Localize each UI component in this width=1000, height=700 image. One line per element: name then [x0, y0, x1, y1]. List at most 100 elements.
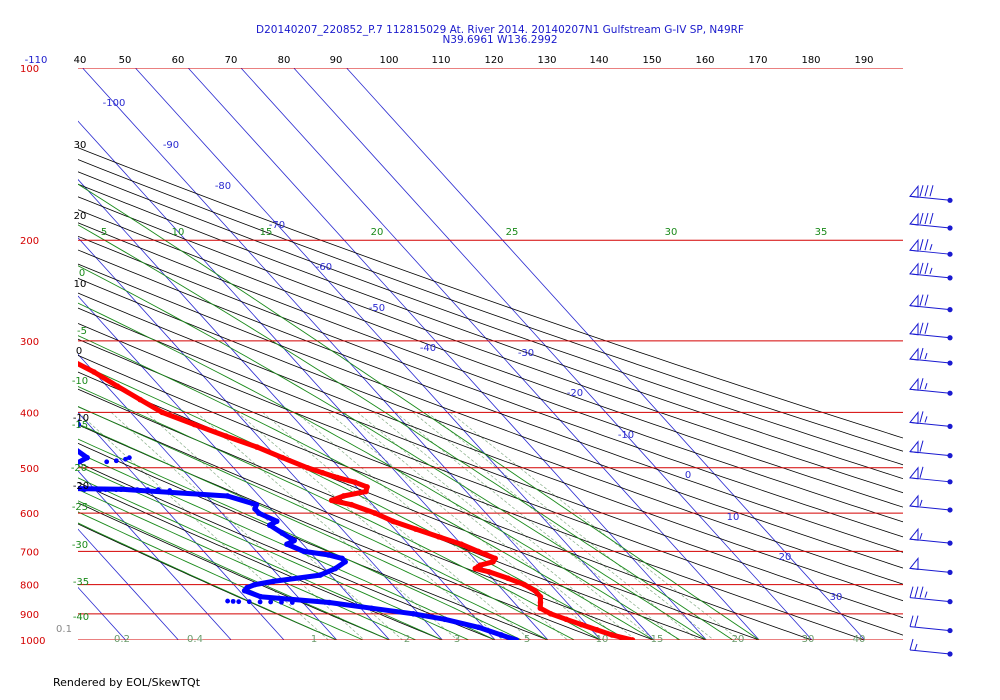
dewpoint-profile-point [69, 444, 75, 450]
isotherm-line [78, 412, 285, 640]
isotherm-line [78, 178, 496, 640]
wind-barb-full [909, 615, 914, 627]
wind-barb [909, 322, 953, 341]
pressure-label: 600 [20, 509, 39, 520]
temperature-profile-point [340, 493, 347, 499]
pressure-label: 400 [20, 408, 39, 419]
temperature-profile-point [334, 474, 341, 481]
wind-barb-station [947, 540, 953, 546]
footer-text: Rendered by EOL/SkewTQt [53, 676, 201, 689]
wind-barb [909, 184, 953, 203]
dry-adiabat-line [78, 442, 549, 640]
mixing-ratio-label: 10 [596, 634, 609, 645]
dewpoint-gap-point [236, 599, 242, 605]
wind-barb-flag [909, 410, 919, 424]
wind-barb-full [919, 212, 924, 225]
dewpoint-profile-point [410, 611, 417, 617]
dewpoint-profile-point [13, 470, 19, 476]
isotherm-label: -100 [103, 98, 126, 109]
wind-barb-half [929, 244, 933, 251]
top-axis-label: 180 [801, 55, 820, 66]
pressure-label: 800 [20, 581, 39, 592]
wind-barb-flag [909, 494, 919, 508]
dewpoint-gap-point [104, 459, 110, 465]
moist-adiabat-line [78, 465, 469, 640]
dewpoint-profile-point [48, 397, 54, 403]
wind-barb-full [924, 294, 929, 306]
wind-barb-flag [909, 347, 919, 361]
wind-barb-full [919, 586, 924, 598]
dry-adiabat-line [78, 388, 707, 640]
isotherm-line [135, 68, 654, 640]
top-axis-label: 190 [854, 55, 873, 66]
isotherm-line [78, 353, 338, 640]
dewpoint-profile-point [332, 565, 339, 572]
wind-barb-flag [909, 556, 919, 570]
temperature-profile-point [62, 354, 68, 360]
dewpoint-gap-point [49, 463, 54, 468]
temperature-profile-point [435, 533, 442, 540]
temperature-profile-point [505, 575, 511, 582]
moist-adiabat-line [78, 335, 654, 640]
dewpoint-profile-point [279, 530, 285, 536]
top-axis-label: -110 [25, 55, 48, 66]
dewpoint-gap-point [113, 458, 119, 464]
dry-adiabat-line [78, 209, 903, 508]
dry-adiabat-line [78, 424, 601, 640]
wind-barb-flag [909, 322, 919, 336]
moist-adiabat-line [78, 224, 734, 640]
dewpoint-profile-point [252, 506, 258, 512]
dry-adiabat-line [78, 481, 443, 640]
temperature-profile-point [363, 488, 369, 495]
top-axis-label: 140 [589, 55, 608, 66]
isotherm-label: -70 [269, 220, 285, 231]
temperature-profile-point [390, 518, 396, 525]
dewpoint-gap-point [268, 599, 274, 605]
isotherm-label: 0 [685, 470, 691, 481]
mixing-ratio-label: 0.2 [114, 634, 130, 645]
temperature-profile-point [475, 548, 482, 555]
wind-barb [909, 262, 953, 281]
mixing-ratio-line [427, 412, 715, 640]
mixing-ratio-label: 40 [853, 634, 866, 645]
moist-adiabat-line [78, 183, 760, 640]
temperature-profile-point [563, 616, 569, 623]
dewpoint-profile-point [441, 616, 448, 623]
temperature-profile-point [490, 559, 496, 565]
dewpoint-profile-point [291, 537, 297, 544]
temperature-profile-point [537, 605, 544, 612]
dewpoint-profile-point [118, 486, 124, 493]
isotherm-line [78, 237, 443, 640]
wind-barb [909, 347, 953, 366]
wind-barb-full [919, 466, 924, 478]
wind-barb [909, 440, 953, 459]
temperature-profile-point [91, 369, 97, 375]
wind-barb-full [924, 185, 929, 197]
mixing-ratio-line [196, 412, 458, 640]
wind-barb-full [919, 440, 924, 452]
wind-barb-staff [909, 597, 951, 603]
moist-adiabat-label: -20 [71, 463, 87, 474]
wind-barb-half [924, 383, 928, 390]
dry-adiabat-label: 20 [74, 211, 87, 222]
top-axis-label: 40 [74, 55, 87, 66]
dewpoint-gap-point [246, 599, 252, 605]
pressure-label: 300 [20, 337, 39, 348]
dewpoint-profile-point [266, 522, 273, 529]
dewpoint-gap-point [225, 598, 231, 604]
temperature-profile-point [372, 510, 378, 516]
moist-adiabat-line [78, 522, 337, 640]
top-axis-label: 130 [537, 55, 556, 66]
dewpoint-profile-point [325, 552, 332, 558]
dewpoint-profile-point [342, 559, 348, 565]
pressure-label: 100 [20, 64, 39, 75]
dry-adiabat-line [78, 147, 903, 439]
temperature-profile-point [472, 565, 479, 572]
dry-adiabat-label: 30 [74, 140, 87, 151]
wind-barb [909, 294, 953, 313]
wind-barb-full [909, 586, 914, 598]
wind-barb-full [924, 239, 929, 251]
wind-barb-full [919, 378, 924, 390]
wind-barb-full [919, 294, 924, 306]
